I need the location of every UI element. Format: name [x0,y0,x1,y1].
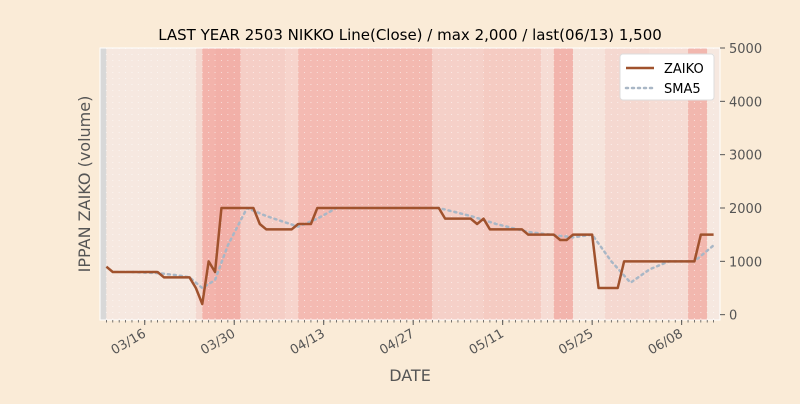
background-bands [100,48,720,320]
legend-label-zaiko: ZAIKO [664,62,704,77]
y-tick-label: 4000 [729,95,762,110]
background-band [298,48,369,320]
x-tick-label: 03/16 [109,326,149,358]
x-tick-label: 04/27 [377,326,417,358]
background-band [483,48,542,320]
y-tick-label: 1000 [729,255,762,270]
y-axis: 0 1000 2000 3000 4000 5000 [720,42,762,324]
x-tick-label: 05/25 [556,326,596,358]
y-tick-label: 5000 [729,42,762,57]
x-axis: 03/16 03/30 04/13 04/27 05/11 05/25 06/08 [105,320,715,358]
series-lines [105,206,715,306]
background-band [240,48,286,320]
background-band [707,48,720,320]
background-band [215,48,241,320]
x-tick-label: 06/08 [646,326,686,358]
x-axis-label: DATE [389,366,431,385]
chart-title: LAST YEAR 2503 NIKKO Line(Close) / max 2… [158,26,662,44]
legend-label-sma5: SMA5 [664,82,701,97]
series-line-zaiko [105,206,714,306]
background-band [432,48,484,320]
background-band [202,48,216,320]
background-band [572,48,605,320]
background-band [100,48,107,320]
background-band [688,48,708,320]
legend: ZAIKO SMA5 [619,53,715,101]
y-axis-label: IPPAN ZAIKO (volume) [75,96,94,273]
background-band [553,48,573,320]
background-band [368,48,433,320]
x-tick-label: 03/30 [198,326,238,358]
y-tick-label: 3000 [729,149,762,164]
y-tick-label: 0 [729,309,737,324]
background-band [541,48,554,320]
x-tick-label: 04/13 [288,326,328,358]
plot-area [99,47,721,321]
background-band [106,48,196,320]
background-band [195,48,203,320]
y-tick-label: 2000 [729,202,762,217]
x-tick-label: 05/11 [467,326,507,358]
background-band [285,48,299,320]
